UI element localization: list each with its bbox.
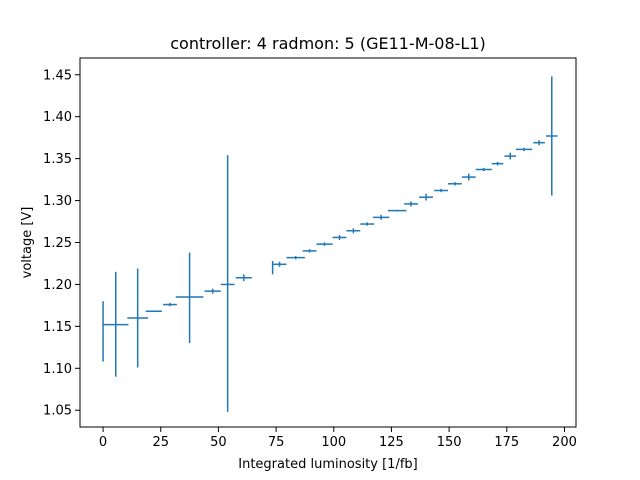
data-point <box>272 261 287 267</box>
y-tick-label: 1.40 <box>43 110 72 125</box>
data-point <box>235 274 252 282</box>
data-point <box>175 252 204 344</box>
data-point <box>220 155 235 412</box>
x-tick-label: 150 <box>437 435 462 450</box>
data-point <box>286 255 305 260</box>
y-tick-label: 1.10 <box>43 362 72 377</box>
data-point <box>145 310 162 313</box>
data-point <box>491 161 504 166</box>
x-tick-label: 175 <box>494 435 519 450</box>
y-tick-label: 1.35 <box>43 152 72 167</box>
data-point <box>316 242 333 246</box>
data-point <box>404 201 418 207</box>
y-tick-label: 1.30 <box>43 194 72 209</box>
data-point <box>533 140 545 146</box>
data-point <box>204 288 221 294</box>
y-tick-label: 1.15 <box>43 320 72 335</box>
x-tick-label: 100 <box>321 435 346 450</box>
data-point <box>419 193 433 201</box>
y-axis-ticks: 1.05 1.10 1.15 1.20 1.25 1.30 1.35 1.40 1.45 <box>43 68 80 419</box>
x-tick-label: 50 <box>210 435 227 450</box>
y-tick-label: 1.20 <box>43 278 72 293</box>
chart-title: controller: 4 radmon: 5 (GE11-M-08-L1) <box>170 34 486 53</box>
x-tick-label: 0 <box>99 435 107 450</box>
y-tick-label: 1.05 <box>43 404 72 419</box>
data-point <box>127 268 149 368</box>
data-point <box>434 188 448 193</box>
data-point <box>360 222 375 226</box>
data-point <box>346 228 361 234</box>
x-tick-label: 125 <box>379 435 404 450</box>
x-axis-label: Integrated luminosity [1/fb] <box>238 457 417 472</box>
data-marks <box>102 76 558 412</box>
data-point <box>475 167 492 172</box>
data-point <box>516 147 533 152</box>
data-point <box>332 234 347 240</box>
data-point <box>546 76 558 196</box>
data-point <box>103 271 129 377</box>
y-axis-label: voltage [V] <box>20 207 35 279</box>
data-point <box>447 182 462 186</box>
data-point <box>504 152 517 160</box>
data-point <box>387 209 407 212</box>
data-point <box>302 249 317 253</box>
y-tick-label: 1.45 <box>43 68 72 83</box>
x-axis-ticks: 0 25 50 75 100 125 150 175 200 <box>99 427 577 450</box>
x-tick-label: 75 <box>268 435 285 450</box>
x-tick-label: 200 <box>552 435 577 450</box>
x-tick-label: 25 <box>152 435 169 450</box>
data-point <box>163 302 177 307</box>
y-tick-label: 1.25 <box>43 236 72 251</box>
data-point <box>461 173 476 181</box>
data-point <box>372 214 390 220</box>
